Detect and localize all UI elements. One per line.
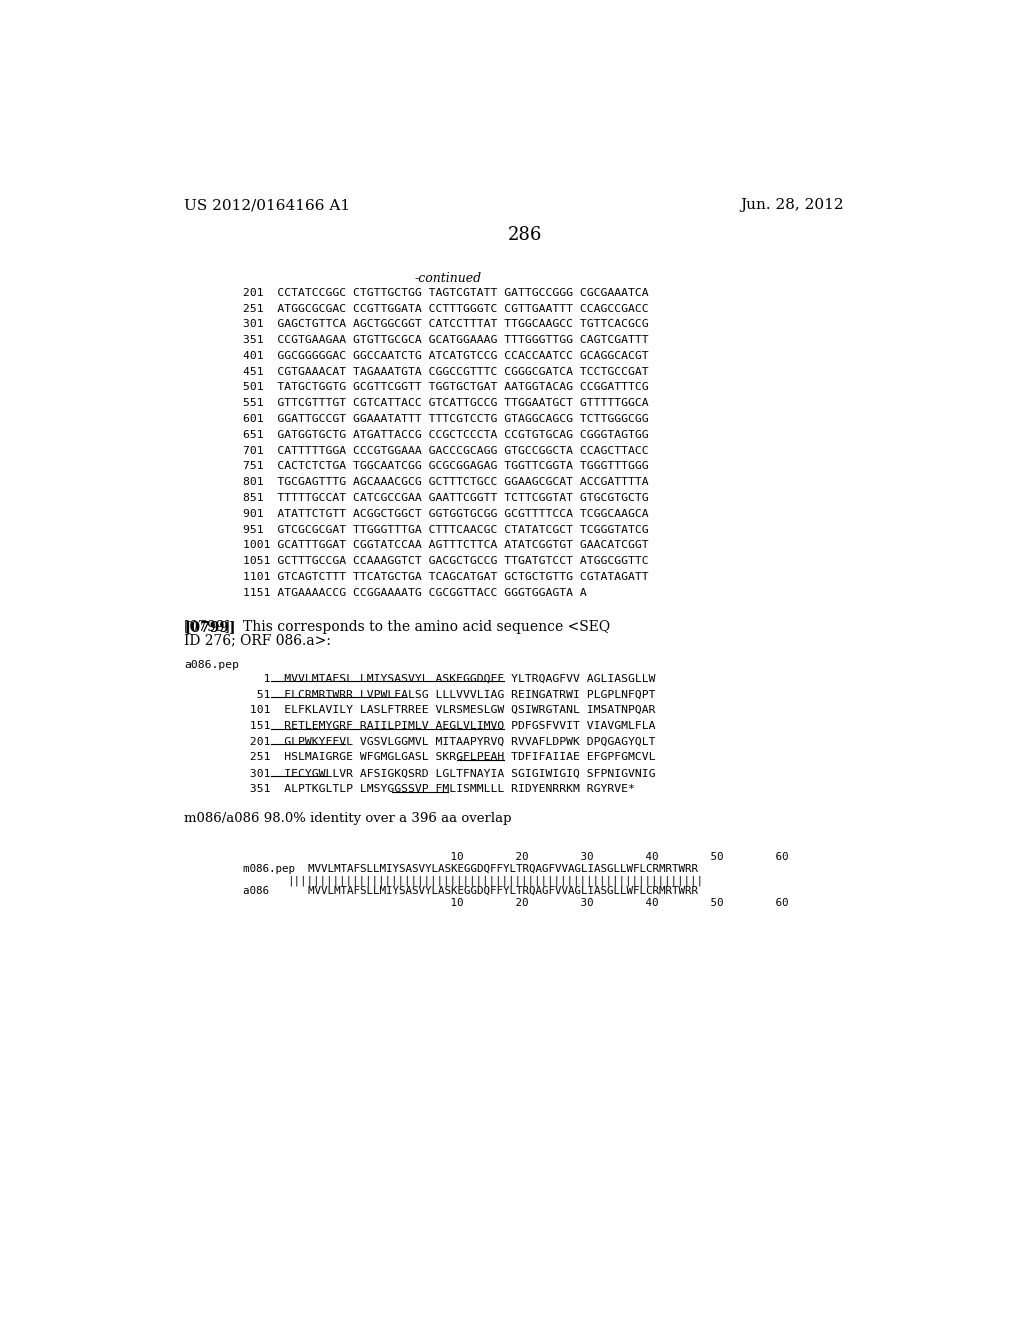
Text: 201  GLPWKYFFVL VGSVLGGMVL MITAAPYRVQ RVVAFLDPWK DPQGAGYQLT: 201 GLPWKYFFVL VGSVLGGMVL MITAAPYRVQ RVV… (243, 737, 655, 747)
Text: [0799]   This corresponds to the amino acid sequence <SEQ: [0799] This corresponds to the amino aci… (183, 620, 610, 635)
Text: 251  HSLMAIGRGE WFGMGLGASL SKRGFLPEAH TDFIFAIIAE EFGPFGMCVL: 251 HSLMAIGRGE WFGMGLGASL SKRGFLPEAH TDF… (243, 752, 655, 763)
Text: 1001 GCATTTGGAT CGGTATCCAA AGTTTCTTCA ATATCGGTGT GAACATCGGT: 1001 GCATTTGGAT CGGTATCCAA AGTTTCTTCA AT… (243, 540, 648, 550)
Text: 251  ATGGCGCGAC CCGTTGGATA CCTTTGGGTC CGTTGAATTT CCAGCCGACC: 251 ATGGCGCGAC CCGTTGGATA CCTTTGGGTC CGT… (243, 304, 648, 314)
Text: 401  GGCGGGGGAC GGCCAATCTG ATCATGTCCG CCACCAATCC GCAGGCACGT: 401 GGCGGGGGAC GGCCAATCTG ATCATGTCCG CCA… (243, 351, 648, 360)
Text: 901  ATATTCTGTT ACGGCTGGCT GGTGGTGCGG GCGTTTTCCA TCGGCAAGCA: 901 ATATTCTGTT ACGGCTGGCT GGTGGTGCGG GCG… (243, 508, 648, 519)
Text: 601  GGATTGCCGT GGAAATATTT TTTCGTCCTG GTAGGCAGCG TCTTGGGCGG: 601 GGATTGCCGT GGAAATATTT TTTCGTCCTG GTA… (243, 414, 648, 424)
Text: ID 276; ORF 086.a>:: ID 276; ORF 086.a>: (183, 634, 331, 648)
Text: 951  GTCGCGCGAT TTGGGTTTGA CTTTCAACGC CTATATCGCT TCGGGTATCG: 951 GTCGCGCGAT TTGGGTTTGA CTTTCAACGC CTA… (243, 524, 648, 535)
Text: 651  GATGGTGCTG ATGATTACCG CCGCTCCCTA CCGTGTGCAG CGGGTAGTGG: 651 GATGGTGCTG ATGATTACCG CCGCTCCCTA CCG… (243, 430, 648, 440)
Text: Jun. 28, 2012: Jun. 28, 2012 (740, 198, 844, 213)
Text: 351  ALPTKGLTLP LMSYGGSSVP FMLISMMLLL RIDYENRRKM RGYRVE*: 351 ALPTKGLTLP LMSYGGSSVP FMLISMMLLL RID… (243, 784, 635, 795)
Text: 1051 GCTTTGCCGA CCAAAGGTCT GACGCTGCCG TTGATGTCCT ATGGCGGTTC: 1051 GCTTTGCCGA CCAAAGGTCT GACGCTGCCG TT… (243, 556, 648, 566)
Text: 851  TTTTTGCCAT CATCGCCGAA GAATTCGGTT TCTTCGGTAT GTGCGTGCTG: 851 TTTTTGCCAT CATCGCCGAA GAATTCGGTT TCT… (243, 492, 648, 503)
Text: 10        20        30        40        50        60: 10 20 30 40 50 60 (391, 853, 788, 862)
Text: -continued: -continued (415, 272, 482, 285)
Text: 451  CGTGAAACAT TAGAAATGTA CGGCCGTTTC CGGGCGATCA TCCTGCCGAT: 451 CGTGAAACAT TAGAAATGTA CGGCCGTTTC CGG… (243, 367, 648, 376)
Text: a086.pep: a086.pep (183, 660, 239, 671)
Text: 301  IECYGWLLVR AFSIGKQSRD LGLTFNAYIA SGIGIWIGIQ SFPNIGVNIG: 301 IECYGWLLVR AFSIGKQSRD LGLTFNAYIA SGI… (243, 768, 655, 779)
Text: 101  ELFKLAVILY LASLFTRREE VLRSMESLGW QSIWRGTANL IMSATNPQAR: 101 ELFKLAVILY LASLFTRREE VLRSMESLGW QSI… (243, 705, 655, 715)
Text: ||||||||||||||||||||||||||||||||||||||||||||||||||||||||||||||||: ||||||||||||||||||||||||||||||||||||||||… (287, 875, 703, 886)
Text: m086.pep  MVVLMTAFSLLMIYSASVYLASKEGGDQFFYLTRQAGFVVAGLIASGLLWFLCRMRTWRR: m086.pep MVVLMTAFSLLMIYSASVYLASKEGGDQFFY… (243, 865, 697, 874)
Text: m086/a086 98.0% identity over a 396 aa overlap: m086/a086 98.0% identity over a 396 aa o… (183, 812, 511, 825)
Text: 1  MVVLMTAESL LMIYSASVYL ASKEGGDQFF YLTRQAGFVV AGLIASGLLW: 1 MVVLMTAESL LMIYSASVYL ASKEGGDQFF YLTRQ… (243, 673, 655, 684)
Text: 501  TATGCTGGTG GCGTTCGGTT TGGTGCTGAT AATGGTACAG CCGGATTTCG: 501 TATGCTGGTG GCGTTCGGTT TGGTGCTGAT AAT… (243, 383, 648, 392)
Text: a086      MVVLMTAFSLLMIYSASVYLASKEGGDQFFYLTRQAGFVVAGLIASGLLWFLCRMRTWRR: a086 MVVLMTAFSLLMIYSASVYLASKEGGDQFFYLTRQ… (243, 886, 697, 896)
Text: 551  GTTCGTTTGT CGTCATTACC GTCATTGCCG TTGGAATGCT GTTTTTGGCA: 551 GTTCGTTTGT CGTCATTACC GTCATTGCCG TTG… (243, 399, 648, 408)
Text: 301  GAGCTGTTCA AGCTGGCGGT CATCCTTTAT TTGGCAAGCC TGTTCACGCG: 301 GAGCTGTTCA AGCTGGCGGT CATCCTTTAT TTG… (243, 319, 648, 329)
Text: 51  FLCRMRTWRR LVPWLFALSG LLLVVVLIAG REINGATRWI PLGPLNFQPT: 51 FLCRMRTWRR LVPWLFALSG LLLVVVLIAG REIN… (243, 689, 655, 700)
Text: 1101 GTCAGTCTTT TTCATGCTGA TCAGCATGAT GCTGCTGTTG CGTATAGATT: 1101 GTCAGTCTTT TTCATGCTGA TCAGCATGAT GC… (243, 572, 648, 582)
Text: 1151 ATGAAAACCG CCGGAAAATG CGCGGTTACC GGGTGGAGTA A: 1151 ATGAAAACCG CCGGAAAATG CGCGGTTACC GG… (243, 587, 587, 598)
Text: 201  CCTATCCGGC CTGTTGCTGG TAGTCGTATT GATTGCCGGG CGCGAAATCA: 201 CCTATCCGGC CTGTTGCTGG TAGTCGTATT GAT… (243, 288, 648, 298)
Text: 151  RETLEMYGRF RAIILPIMLV AEGLVLIMVQ PDFGSFVVIT VIAVGMLFLA: 151 RETLEMYGRF RAIILPIMLV AEGLVLIMVQ PDF… (243, 721, 655, 731)
Text: 801  TGCGAGTTTG AGCAAACGCG GCTTTCTGCC GGAAGCGCAT ACCGATTTTA: 801 TGCGAGTTTG AGCAAACGCG GCTTTCTGCC GGA… (243, 478, 648, 487)
Text: 751  CACTCTCTGA TGGCAATCGG GCGCGGAGAG TGGTTCGGTA TGGGTTTGGG: 751 CACTCTCTGA TGGCAATCGG GCGCGGAGAG TGG… (243, 462, 648, 471)
Text: 351  CCGTGAAGAA GTGTTGCGCA GCATGGAAAG TTTGGGTTGG CAGTCGATTT: 351 CCGTGAAGAA GTGTTGCGCA GCATGGAAAG TTT… (243, 335, 648, 345)
Text: 701  CATTTTTGGA CCCGTGGAAA GACCCGCAGG GTGCCGGCTA CCAGCTTACC: 701 CATTTTTGGA CCCGTGGAAA GACCCGCAGG GTG… (243, 446, 648, 455)
Text: [0799]: [0799] (183, 620, 236, 635)
Text: 286: 286 (508, 226, 542, 244)
Text: 10        20        30        40        50        60: 10 20 30 40 50 60 (391, 899, 788, 908)
Text: US 2012/0164166 A1: US 2012/0164166 A1 (183, 198, 350, 213)
